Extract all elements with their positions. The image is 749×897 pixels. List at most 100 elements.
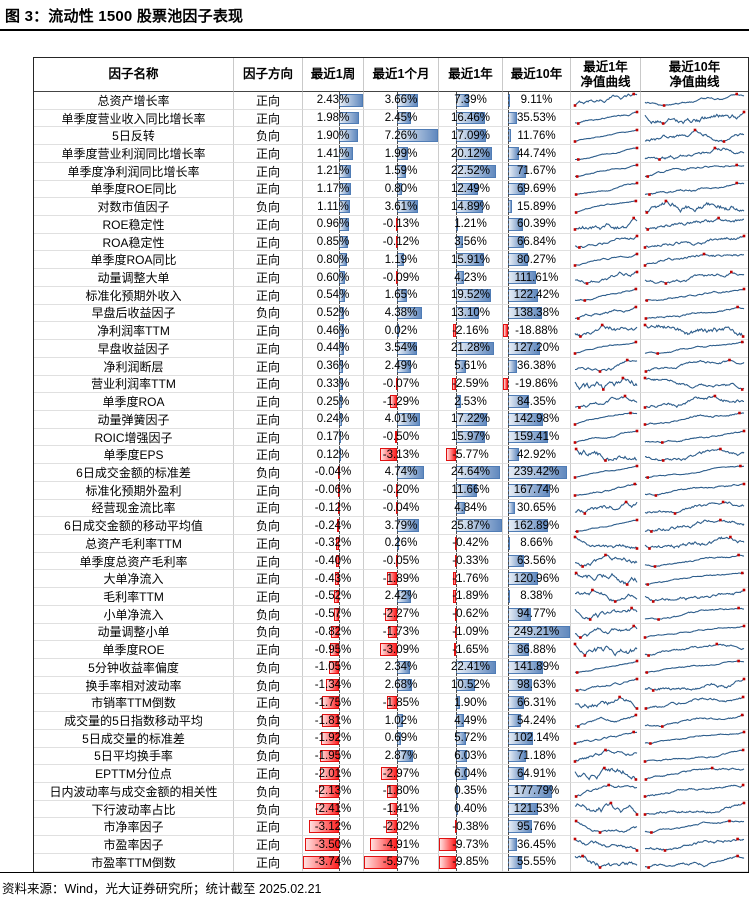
return-value: -0.43% xyxy=(314,572,352,585)
return-1y-cell: 22.52% xyxy=(439,162,503,181)
zero-axis-line xyxy=(507,800,509,818)
zero-axis-line xyxy=(507,251,509,269)
zero-axis-line xyxy=(339,765,341,783)
return-1w-cell: -0.43% xyxy=(303,570,364,589)
return-1m-cell: -3.09% xyxy=(364,641,439,659)
return-1m-cell: -1.89% xyxy=(364,570,439,589)
factor-name-cell: 小单净流入 xyxy=(34,605,234,624)
data-bar xyxy=(318,785,340,798)
factor-name-cell: 单季度EPS xyxy=(34,446,234,465)
factor-name-cell: 单季度营业收入同比增长率 xyxy=(34,109,234,128)
networth-sparkline-1y xyxy=(573,536,638,551)
zero-axis-line xyxy=(397,729,399,747)
return-value: -3.74% xyxy=(314,856,352,869)
return-value: 20.12% xyxy=(450,147,490,160)
return-value: 24.64% xyxy=(450,466,490,479)
zero-axis-line xyxy=(339,694,341,712)
return-value: -1.89% xyxy=(382,572,420,585)
networth-sparkline-10y xyxy=(643,411,744,427)
return-value: 7.26% xyxy=(384,129,418,142)
extreme-point-marker xyxy=(573,536,576,539)
factor-direction-cell: 负向 xyxy=(234,304,303,323)
sparkline-10y-cell xyxy=(641,145,748,163)
return-1w-cell: -1.34% xyxy=(303,676,364,695)
zero-axis-line xyxy=(397,552,399,570)
return-value: 162.89% xyxy=(513,519,560,532)
return-value: -1.75% xyxy=(314,696,352,709)
extreme-point-marker xyxy=(643,246,647,249)
zero-axis-line xyxy=(507,588,509,605)
zero-axis-line xyxy=(456,286,458,304)
factor-direction-cell: 正向 xyxy=(234,180,303,199)
sparkline-1y-cell xyxy=(571,800,641,819)
extreme-point-marker xyxy=(633,482,636,486)
extreme-point-marker xyxy=(574,447,577,451)
data-bar xyxy=(503,324,508,338)
return-value: 4.74% xyxy=(384,466,418,479)
zero-axis-line xyxy=(507,109,509,127)
sparkline-1y-cell xyxy=(571,623,641,642)
factor-name-cell: 单季度ROA xyxy=(34,393,234,411)
networth-sparkline-1y xyxy=(574,660,638,675)
extreme-point-marker xyxy=(576,724,580,728)
factor-direction-cell: 正向 xyxy=(234,216,303,234)
extreme-point-marker xyxy=(643,376,647,380)
extreme-point-marker xyxy=(645,671,649,675)
factor-direction-cell: 正向 xyxy=(234,233,303,252)
return-1w-cell: -3.50% xyxy=(303,836,364,854)
sparkline-1y-cell xyxy=(571,694,641,713)
return-value: 0.44% xyxy=(316,342,350,355)
data-bar xyxy=(454,625,457,639)
zero-axis-line xyxy=(397,676,399,694)
networth-sparkline-1y xyxy=(574,163,638,179)
data-bar xyxy=(451,377,457,391)
zero-axis-line xyxy=(397,588,399,605)
return-10y-cell: 63.56% xyxy=(503,552,571,571)
zero-axis-line xyxy=(397,375,399,393)
networth-sparkline-1y xyxy=(574,358,637,373)
extreme-point-marker xyxy=(573,352,576,356)
extreme-point-marker xyxy=(657,618,660,622)
return-1m-cell: -4.91% xyxy=(364,836,439,854)
extreme-point-marker xyxy=(741,784,745,787)
networth-sparkline-1y xyxy=(574,270,638,285)
return-value: 10.52% xyxy=(450,679,490,692)
extreme-point-marker xyxy=(573,441,576,444)
data-bar xyxy=(380,767,398,781)
return-value: 66.84% xyxy=(516,236,556,249)
extreme-point-marker xyxy=(646,228,649,232)
return-10y-cell: 162.89% xyxy=(503,517,571,535)
factor-direction-cell: 正向 xyxy=(234,286,303,305)
return-10y-cell: 95.76% xyxy=(503,818,571,837)
extreme-point-marker xyxy=(578,636,582,639)
factor-name-cell: 单季度净利润同比增长率 xyxy=(34,162,234,181)
return-value: 2.43% xyxy=(316,94,350,107)
extreme-point-marker xyxy=(643,264,647,267)
return-value: -0.04% xyxy=(314,466,352,479)
zero-axis-line xyxy=(507,446,509,464)
networth-sparkline-1y xyxy=(574,695,638,710)
extreme-point-marker xyxy=(646,175,649,179)
data-bar xyxy=(384,607,398,621)
return-value: 11.66% xyxy=(451,484,490,497)
extreme-point-marker xyxy=(634,341,637,344)
sparkline-10y-cell xyxy=(641,464,748,482)
zero-axis-line xyxy=(397,216,399,233)
return-1y-cell: 4.23% xyxy=(439,269,503,287)
factor-direction-cell: 正向 xyxy=(234,765,303,784)
return-value: -5.97% xyxy=(382,856,420,869)
data-bar xyxy=(326,678,340,692)
extreme-point-marker xyxy=(662,104,666,108)
return-1y-cell: 13.10% xyxy=(439,304,503,323)
return-value: 1.99% xyxy=(384,147,418,160)
return-1y-cell: 3.56% xyxy=(439,233,503,252)
extreme-point-marker xyxy=(713,394,717,397)
return-value: -1.41% xyxy=(382,803,420,816)
return-value: 0.26% xyxy=(384,537,418,550)
return-1y-cell: 17.22% xyxy=(439,410,503,429)
networth-sparkline-1y xyxy=(574,146,638,161)
return-1w-cell: 0.60% xyxy=(303,269,364,287)
zero-axis-line xyxy=(397,446,399,464)
return-value: 7.39% xyxy=(454,94,487,107)
